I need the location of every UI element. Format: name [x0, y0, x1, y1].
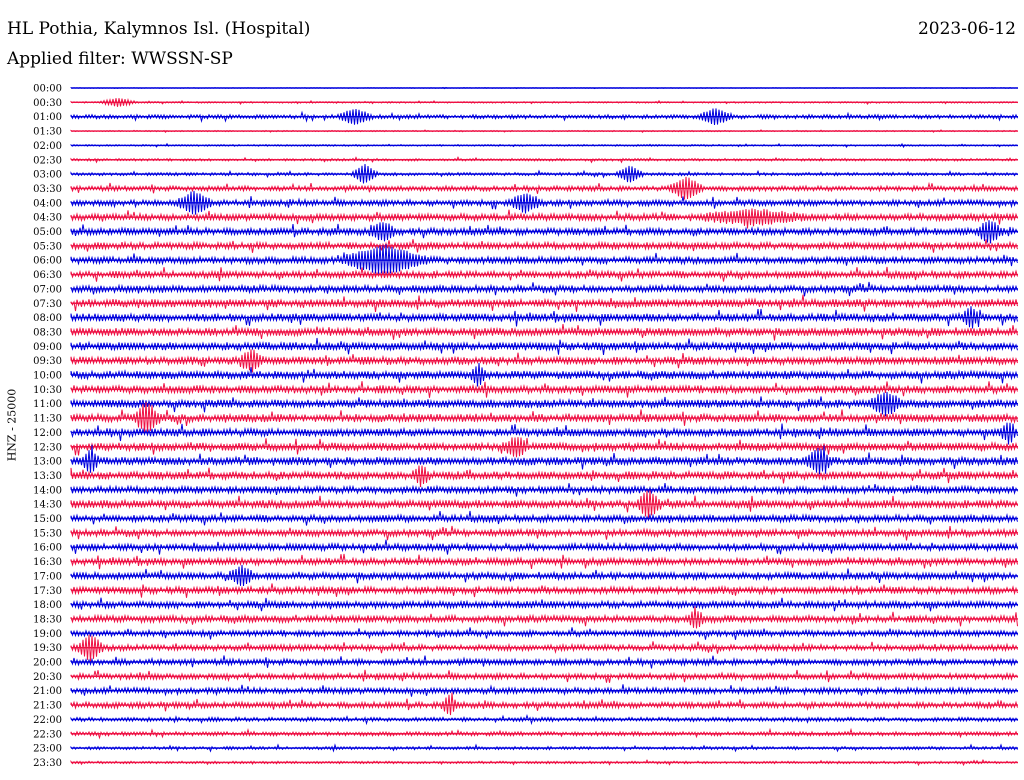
trace-line	[70, 337, 1018, 355]
row-time-label: 14:30	[33, 500, 62, 511]
row-time-label: 23:30	[33, 758, 62, 769]
row-time-label: 04:30	[33, 213, 62, 224]
trace-line	[70, 692, 1018, 716]
row-time-label: 15:00	[33, 514, 62, 525]
row-time-label: 18:30	[33, 614, 62, 625]
row-time-label: 16:30	[33, 557, 62, 568]
row-time-label: 23:00	[33, 744, 62, 755]
row-time-label: 18:00	[33, 600, 62, 611]
row-time-label: 00:30	[33, 98, 62, 109]
row-time-label: 19:30	[33, 643, 62, 654]
row-time-label: 22:00	[33, 715, 62, 726]
trace-line	[70, 465, 1018, 488]
row-time-label: 12:00	[33, 428, 62, 439]
trace-line	[70, 553, 1018, 570]
row-time-label: 15:30	[33, 528, 62, 539]
row-time-label: 08:00	[33, 313, 62, 324]
row-time-label: 21:30	[33, 701, 62, 712]
row-time-label: 13:00	[33, 457, 62, 468]
row-time-label: 01:00	[33, 112, 62, 123]
row-time-label: 01:30	[33, 127, 62, 138]
seismic-traces	[70, 86, 1018, 767]
row-time-label: 10:30	[33, 385, 62, 396]
trace-line	[70, 220, 1018, 244]
row-time-label: 08:30	[33, 327, 62, 338]
row-time-label: 10:00	[33, 371, 62, 382]
trace-line	[70, 634, 1018, 663]
row-time-label: 00:00	[33, 84, 62, 95]
row-time-label: 20:30	[33, 672, 62, 683]
row-time-label: 21:00	[33, 686, 62, 697]
trace-line	[70, 190, 1018, 215]
trace-line	[70, 208, 1018, 229]
row-time-label: 02:30	[33, 155, 62, 166]
row-time-label: 11:00	[33, 399, 62, 410]
trace-line	[70, 294, 1018, 312]
trace-line	[70, 444, 1018, 475]
trace-line	[70, 422, 1018, 445]
row-time-label: 20:00	[33, 658, 62, 669]
row-time-label: 13:30	[33, 471, 62, 482]
row-time-label: 02:00	[33, 141, 62, 152]
row-time-label: 09:30	[33, 356, 62, 367]
trace-line	[70, 281, 1018, 297]
row-time-label: 07:00	[33, 284, 62, 295]
row-time-label: 05:30	[33, 241, 62, 252]
trace-line	[70, 606, 1018, 629]
trace-line	[70, 266, 1018, 282]
row-time-label: 06:30	[33, 270, 62, 281]
row-time-label: 06:00	[33, 256, 62, 267]
row-time-label: 07:30	[33, 299, 62, 310]
trace-line	[70, 244, 1018, 274]
row-time-label: 12:30	[33, 442, 62, 453]
row-time-label: 11:30	[33, 414, 62, 425]
station-title: HL Pothia, Kalymnos Isl. (Hospital)	[7, 19, 311, 39]
row-time-label: 03:30	[33, 184, 62, 195]
row-time-label: 17:30	[33, 586, 62, 597]
time-labels: 00:00 00:30 01:00 01:30 02:00 02:30 03:00 03:30…	[33, 84, 62, 769]
row-time-label: 14:00	[33, 485, 62, 496]
row-time-label: 04:00	[33, 198, 62, 209]
trace-line	[70, 391, 1018, 417]
filter-label: Applied filter: WWSSN-SP	[7, 49, 233, 69]
trace-line	[70, 324, 1018, 341]
row-time-label: 03:00	[33, 170, 62, 181]
row-time-label: 17:00	[33, 571, 62, 582]
row-time-label: 16:00	[33, 543, 62, 554]
row-time-label: 22:30	[33, 729, 62, 740]
row-time-label: 05:00	[33, 227, 62, 238]
row-time-label: 19:00	[33, 629, 62, 640]
row-time-label: 09:00	[33, 342, 62, 353]
trace-line	[70, 727, 1018, 740]
date-label: 2023-06-12	[917, 19, 1016, 39]
